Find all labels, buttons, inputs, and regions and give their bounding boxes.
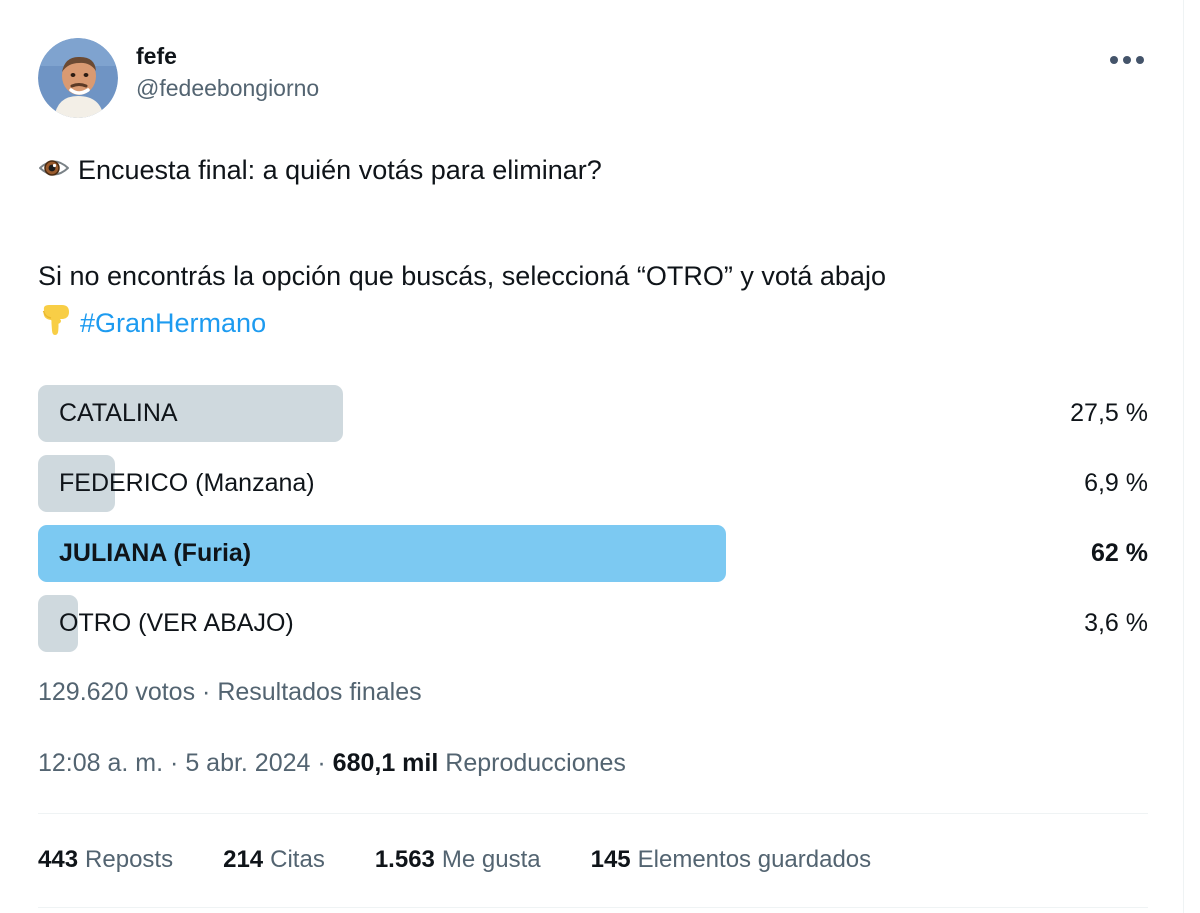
poll-option-otro: OTRO (VER ABAJO) 3,6 % bbox=[38, 595, 1148, 652]
poll-option-label: JULIANA (Furia) bbox=[59, 539, 252, 567]
poll-option-juliana: JULIANA (Furia) 62 % bbox=[38, 525, 1148, 582]
poll-option-catalina: CATALINA 27,5 % bbox=[38, 385, 1148, 442]
author-block: fefe @fedeebongiorno bbox=[136, 38, 319, 102]
tweet-date: 5 abr. 2024 bbox=[185, 749, 311, 777]
avatar-image bbox=[38, 38, 118, 118]
poll-results: CATALINA 27,5 % FEDERICO (Manzana) 6,9 %… bbox=[38, 385, 1148, 707]
engagement-stats: 443 Reposts 214 Citas 1.563 Me gusta 145 Ele… bbox=[38, 814, 1148, 907]
tweet-text-line2: Si no encontrás la opción que buscás, se… bbox=[38, 253, 1148, 352]
tweet-time: 12:08 a. m. bbox=[38, 749, 164, 777]
eye-icon bbox=[38, 152, 70, 193]
backhand-index-pointing-down-icon bbox=[38, 303, 72, 352]
tweet-meta-row: 12:08 a. m. · 5 abr. 2024 · 680,1 mil Re… bbox=[38, 749, 626, 777]
stat-bookmarks[interactable]: 145 Elementos guardados bbox=[590, 846, 872, 873]
views-count: 680,1 mil bbox=[332, 749, 439, 777]
author-handle[interactable]: @fedeebongiorno bbox=[136, 75, 320, 102]
poll-bar bbox=[38, 455, 115, 512]
poll-vote-count: 129.620 votos bbox=[38, 678, 196, 706]
hashtag-link[interactable]: #GranHermano bbox=[80, 308, 267, 338]
poll-bar bbox=[38, 525, 727, 582]
divider-bottom bbox=[38, 907, 1148, 908]
tweet-header: fefe @fedeebongiorno bbox=[38, 38, 1148, 118]
poll-bar bbox=[38, 385, 344, 442]
more-icon bbox=[1110, 56, 1118, 64]
poll-option-label: CATALINA bbox=[59, 399, 178, 427]
poll-option-label: OTRO (VER ABAJO) bbox=[59, 609, 294, 637]
views-label: Reproducciones bbox=[445, 749, 626, 777]
poll-option-percentage: 6,9 % bbox=[1084, 469, 1148, 497]
tweet-text-line1: Encuesta final: a quién votás para elimi… bbox=[38, 152, 1148, 193]
poll-option-label: FEDERICO (Manzana) bbox=[59, 469, 315, 497]
poll-option-percentage: 27,5 % bbox=[1070, 399, 1148, 427]
poll-option-percentage: 3,6 % bbox=[1084, 609, 1148, 637]
more-options-button[interactable] bbox=[1106, 52, 1148, 68]
poll-status: Resultados finales bbox=[217, 678, 422, 706]
avatar[interactable] bbox=[38, 38, 118, 118]
poll-option-percentage: 62 % bbox=[1091, 539, 1148, 567]
stat-quotes[interactable]: 214 Citas bbox=[223, 846, 325, 873]
poll-option-federico: FEDERICO (Manzana) 6,9 % bbox=[38, 455, 1148, 512]
poll-bar bbox=[38, 595, 78, 652]
timeline-column-border bbox=[1183, 0, 1184, 913]
divider-top bbox=[38, 813, 1148, 814]
stat-reposts[interactable]: 443 Reposts bbox=[38, 846, 174, 873]
author-display-name[interactable]: fefe bbox=[136, 43, 177, 69]
stat-likes[interactable]: 1.563 Me gusta bbox=[374, 846, 541, 873]
poll-vote-summary: 129.620 votos · Resultados finales bbox=[38, 678, 422, 706]
